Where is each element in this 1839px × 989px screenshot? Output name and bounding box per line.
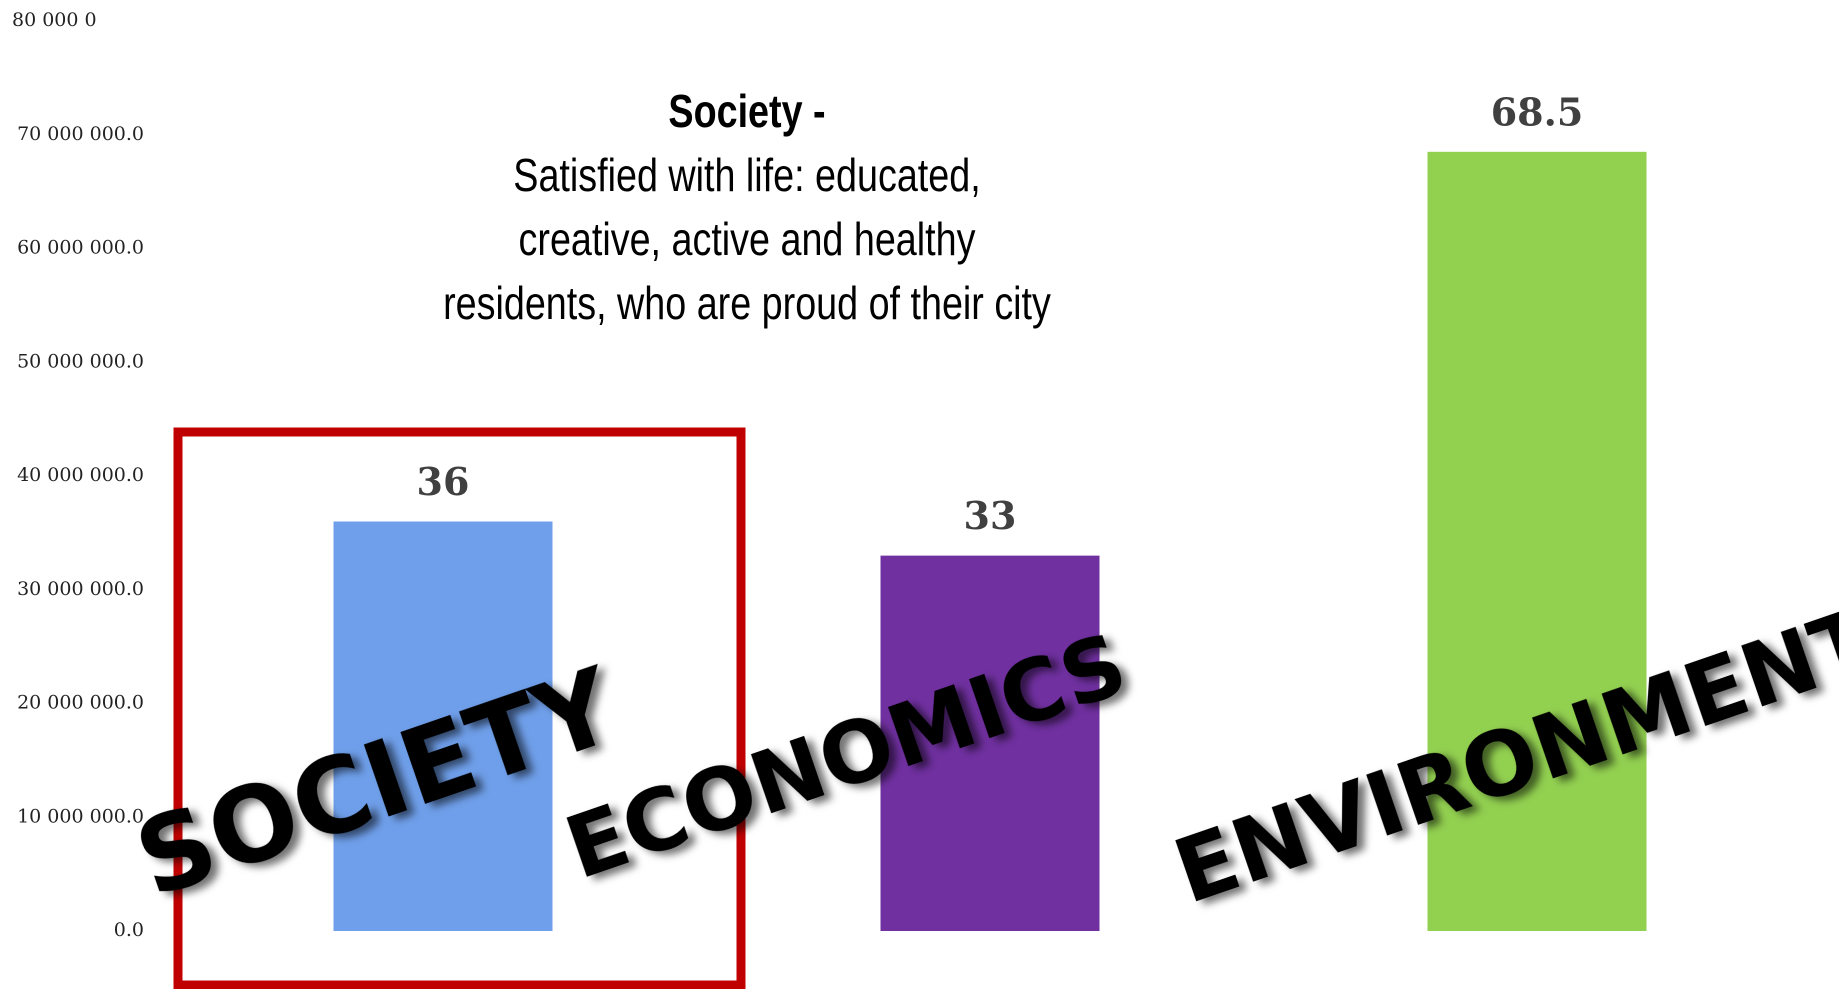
value-label: 36 — [417, 459, 470, 504]
bar — [1427, 151, 1647, 931]
y-tick-label: 10 000 000.0 — [17, 805, 144, 827]
y-tick-label: 40 000 000.0 — [17, 464, 144, 486]
value-label: 68.5 — [1491, 89, 1584, 134]
highlight-box — [173, 427, 746, 989]
bar — [880, 555, 1100, 931]
subtitle: Satisfied with life: educated, creative,… — [443, 150, 1051, 329]
value-label: 33 — [964, 493, 1017, 538]
y-tick-label: 60 000 000.0 — [17, 237, 144, 259]
y-tick-label: 50 000 000.0 — [17, 350, 144, 372]
y-tick-label: 0.0 — [114, 919, 144, 941]
y-tick-label: 80 000 0 — [12, 9, 97, 31]
subtitle-line: residents, who are proud of their city — [443, 278, 1051, 329]
chart-title: Society - — [668, 86, 825, 137]
y-tick-label: 30 000 000.0 — [17, 578, 144, 600]
subtitle-line: creative, active and healthy — [519, 214, 976, 265]
y-tick-label: 70 000 000.0 — [17, 123, 144, 145]
y-tick-label: 20 000 000.0 — [17, 692, 144, 714]
subtitle-line: Satisfied with life: educated, — [513, 150, 980, 201]
bar — [333, 521, 553, 931]
